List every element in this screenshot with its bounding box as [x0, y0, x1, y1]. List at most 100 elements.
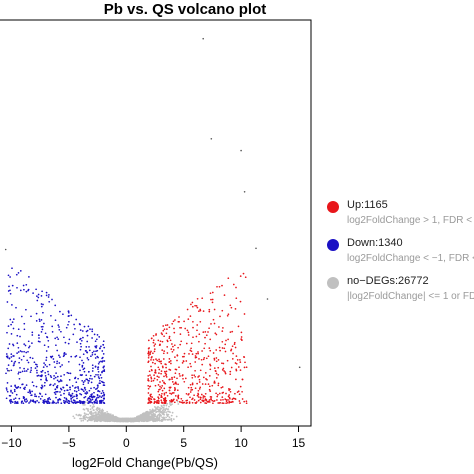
down-point [55, 344, 57, 347]
up-point [225, 400, 228, 403]
up-point [161, 389, 164, 392]
down-point [68, 320, 70, 323]
no-degs-point [101, 412, 104, 415]
down-point [94, 345, 97, 348]
up-point [163, 381, 165, 384]
down-point [42, 311, 44, 314]
up-point [223, 370, 225, 372]
up-point [168, 389, 171, 392]
no-degs-point [167, 413, 170, 416]
down-point [25, 283, 28, 286]
down-point [40, 387, 43, 390]
down-point [88, 395, 91, 398]
down-point [102, 340, 105, 343]
up-point [199, 386, 202, 389]
up-point [239, 369, 242, 371]
down-point [12, 318, 15, 320]
up-point [244, 361, 246, 364]
up-point [234, 308, 237, 310]
no-degs-point [149, 409, 151, 411]
up-point [237, 390, 240, 393]
up-point [210, 398, 212, 401]
down-point [56, 390, 59, 393]
up-point [181, 399, 184, 402]
up-point [213, 399, 216, 402]
down-point [83, 396, 86, 399]
down-point [86, 392, 89, 394]
down-point [73, 395, 75, 398]
up-point [159, 381, 161, 383]
up-point [205, 357, 208, 360]
up-point [217, 373, 220, 376]
up-point [233, 343, 236, 346]
up-point [203, 399, 205, 402]
down-point [91, 396, 93, 399]
no-degs-point [166, 402, 169, 405]
up-point [230, 366, 233, 369]
up-point [198, 333, 201, 336]
down-point [27, 350, 29, 353]
down-point [85, 374, 88, 377]
up-point [204, 336, 206, 339]
up-point [213, 322, 216, 325]
up-point [234, 346, 237, 349]
no-degs-point [121, 418, 124, 420]
down-point [25, 308, 27, 311]
up-point [197, 399, 200, 402]
up-point [201, 363, 204, 366]
down-point [12, 343, 14, 346]
up-point [161, 379, 164, 382]
no-degs-point [96, 406, 99, 409]
up-point [229, 370, 232, 373]
down-point [41, 369, 44, 372]
up-point [198, 310, 200, 313]
no-degs-point [151, 417, 154, 420]
no-degs-point [92, 409, 95, 411]
down-point [7, 274, 10, 277]
no-degs-point [80, 420, 83, 422]
up-point [230, 306, 233, 309]
up-point [157, 366, 160, 369]
down-point [23, 398, 26, 401]
down-point [102, 391, 105, 394]
down-point [79, 342, 82, 345]
no-degs-point [160, 419, 162, 422]
up-point [162, 325, 165, 327]
up-point [194, 356, 197, 359]
up-point [163, 402, 166, 405]
up-point [211, 399, 214, 402]
no-degs-point [85, 413, 88, 416]
up-point [229, 304, 232, 307]
down-point [39, 398, 42, 400]
down-point [70, 394, 73, 397]
up-point [221, 392, 224, 394]
up-point [150, 337, 153, 340]
up-point [210, 323, 212, 325]
down-point [61, 364, 63, 366]
legend-no-degs-label: no−DEGs:26772 [347, 275, 429, 287]
up-point [187, 334, 190, 336]
down-point [58, 354, 60, 357]
up-point [202, 310, 205, 312]
up-point [162, 329, 165, 332]
up-point [183, 352, 186, 355]
up-point [176, 399, 178, 401]
down-point [38, 395, 40, 398]
up-point [195, 335, 198, 338]
up-point [187, 366, 189, 369]
down-point [100, 392, 103, 395]
x-axis: −10 −5 0 5 10 15 [1, 425, 306, 450]
up-point [225, 392, 227, 395]
down-point [64, 400, 67, 403]
down-point [53, 391, 56, 394]
down-point [35, 395, 38, 398]
up-point [217, 402, 220, 404]
down-point [54, 383, 56, 385]
no-degs-point [92, 403, 95, 406]
down-point [6, 382, 9, 384]
down-point [97, 366, 100, 368]
down-point [73, 399, 76, 402]
up-point [217, 359, 220, 361]
down-point [75, 318, 78, 321]
up-point [182, 360, 185, 362]
